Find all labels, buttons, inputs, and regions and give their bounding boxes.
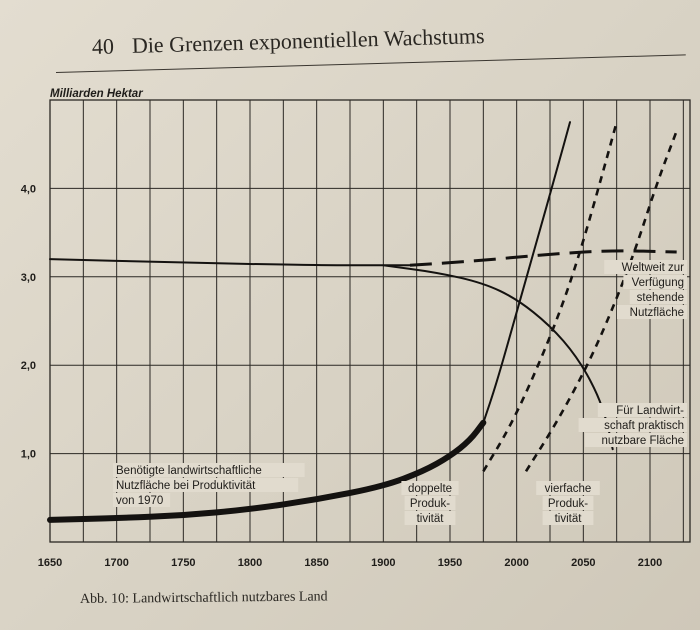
label-backdrop <box>113 478 299 492</box>
annotation-line: Weltweit zur <box>622 262 685 274</box>
series-line <box>482 121 571 424</box>
x-tick-label: 2100 <box>638 557 662 569</box>
series-line <box>382 264 614 451</box>
x-tick-label: 1700 <box>104 557 128 569</box>
label-backdrop <box>623 275 687 289</box>
annotation-available-land: Weltweit zur Verfügung stehende Nutzfläche <box>604 260 687 319</box>
annotation-line: Nutzfläche <box>630 307 684 319</box>
y-tick-label: 1,0 <box>21 449 36 461</box>
y-tick-label: 4,0 <box>21 183 36 195</box>
annotation-line: nutzbare Fläche <box>602 435 684 447</box>
label-backdrop <box>401 481 459 495</box>
annotation-line: vierfache <box>545 483 592 495</box>
annotation-line: von 1970 <box>116 495 163 507</box>
label-backdrop <box>113 463 305 477</box>
annotation-line: tivität <box>417 513 445 525</box>
label-backdrop <box>585 433 687 447</box>
y-tick-label: 3,0 <box>21 272 36 284</box>
label-backdrop <box>604 260 687 274</box>
series-line <box>524 130 678 472</box>
label-backdrop <box>617 305 687 319</box>
x-tick-label: 1800 <box>238 557 262 569</box>
label-backdrop <box>404 496 456 510</box>
annotation-line: schaft praktisch <box>604 420 684 432</box>
annotation-line: Verfügung <box>632 277 684 289</box>
x-tick-label: 1900 <box>371 557 395 569</box>
series-line <box>49 258 411 267</box>
annotation-usable-land: Für Landwirt-schaft praktisch nutzbare Fl… <box>578 403 687 447</box>
chart-annotations: Weltweit zur Verfügung stehende Nutzfläche F… <box>113 260 687 525</box>
annotation-needed-land: Benötigte landwirtschaftliche Nutzfläche … <box>113 463 305 507</box>
annotation-line: Benötigte landwirtschaftliche <box>116 465 262 477</box>
label-backdrop <box>629 290 687 304</box>
label-backdrop <box>113 493 171 507</box>
label-backdrop <box>578 418 687 432</box>
series-line <box>47 419 487 523</box>
x-tick-label: 2050 <box>571 557 595 569</box>
label-backdrop <box>597 403 687 417</box>
x-tick-label: 2000 <box>504 557 528 569</box>
x-tick-label: 1950 <box>438 557 462 569</box>
annotation-line: Produk- <box>548 498 588 510</box>
y-axis-label: Milliarden Hektar <box>50 88 143 100</box>
x-tick-label: 1750 <box>171 557 195 569</box>
annotation-double-productivity: doppelte Produk-tivität <box>401 481 459 525</box>
figure-caption: Abb. 10: Landwirtschaftlich nutzbares La… <box>79 589 328 607</box>
annotation-line: Produk- <box>410 498 450 510</box>
annotation-line: Für Landwirt- <box>616 405 684 417</box>
annotation-line: Nutzfläche bei Produktivität <box>116 480 256 492</box>
annotation-line: tivität <box>555 513 583 525</box>
y-tick-label: 2,0 <box>21 360 36 372</box>
series-line <box>482 121 618 472</box>
series-line <box>409 249 677 267</box>
label-backdrop <box>536 481 600 495</box>
label-backdrop <box>404 511 456 525</box>
annotation-line: doppelte <box>408 483 452 495</box>
chart-series <box>47 121 678 523</box>
chart-ticks: 1650 1700 1750 1800 1850 1900 1950 2000 2050 2100… <box>21 183 663 569</box>
annotation-line: stehende <box>637 292 684 304</box>
annotation-quadruple-productivity: vierfache Produk-tivität <box>536 481 600 525</box>
label-backdrop <box>542 496 594 510</box>
x-tick-label: 1650 <box>38 557 62 569</box>
x-tick-label: 1850 <box>304 557 328 569</box>
label-backdrop <box>542 511 594 525</box>
